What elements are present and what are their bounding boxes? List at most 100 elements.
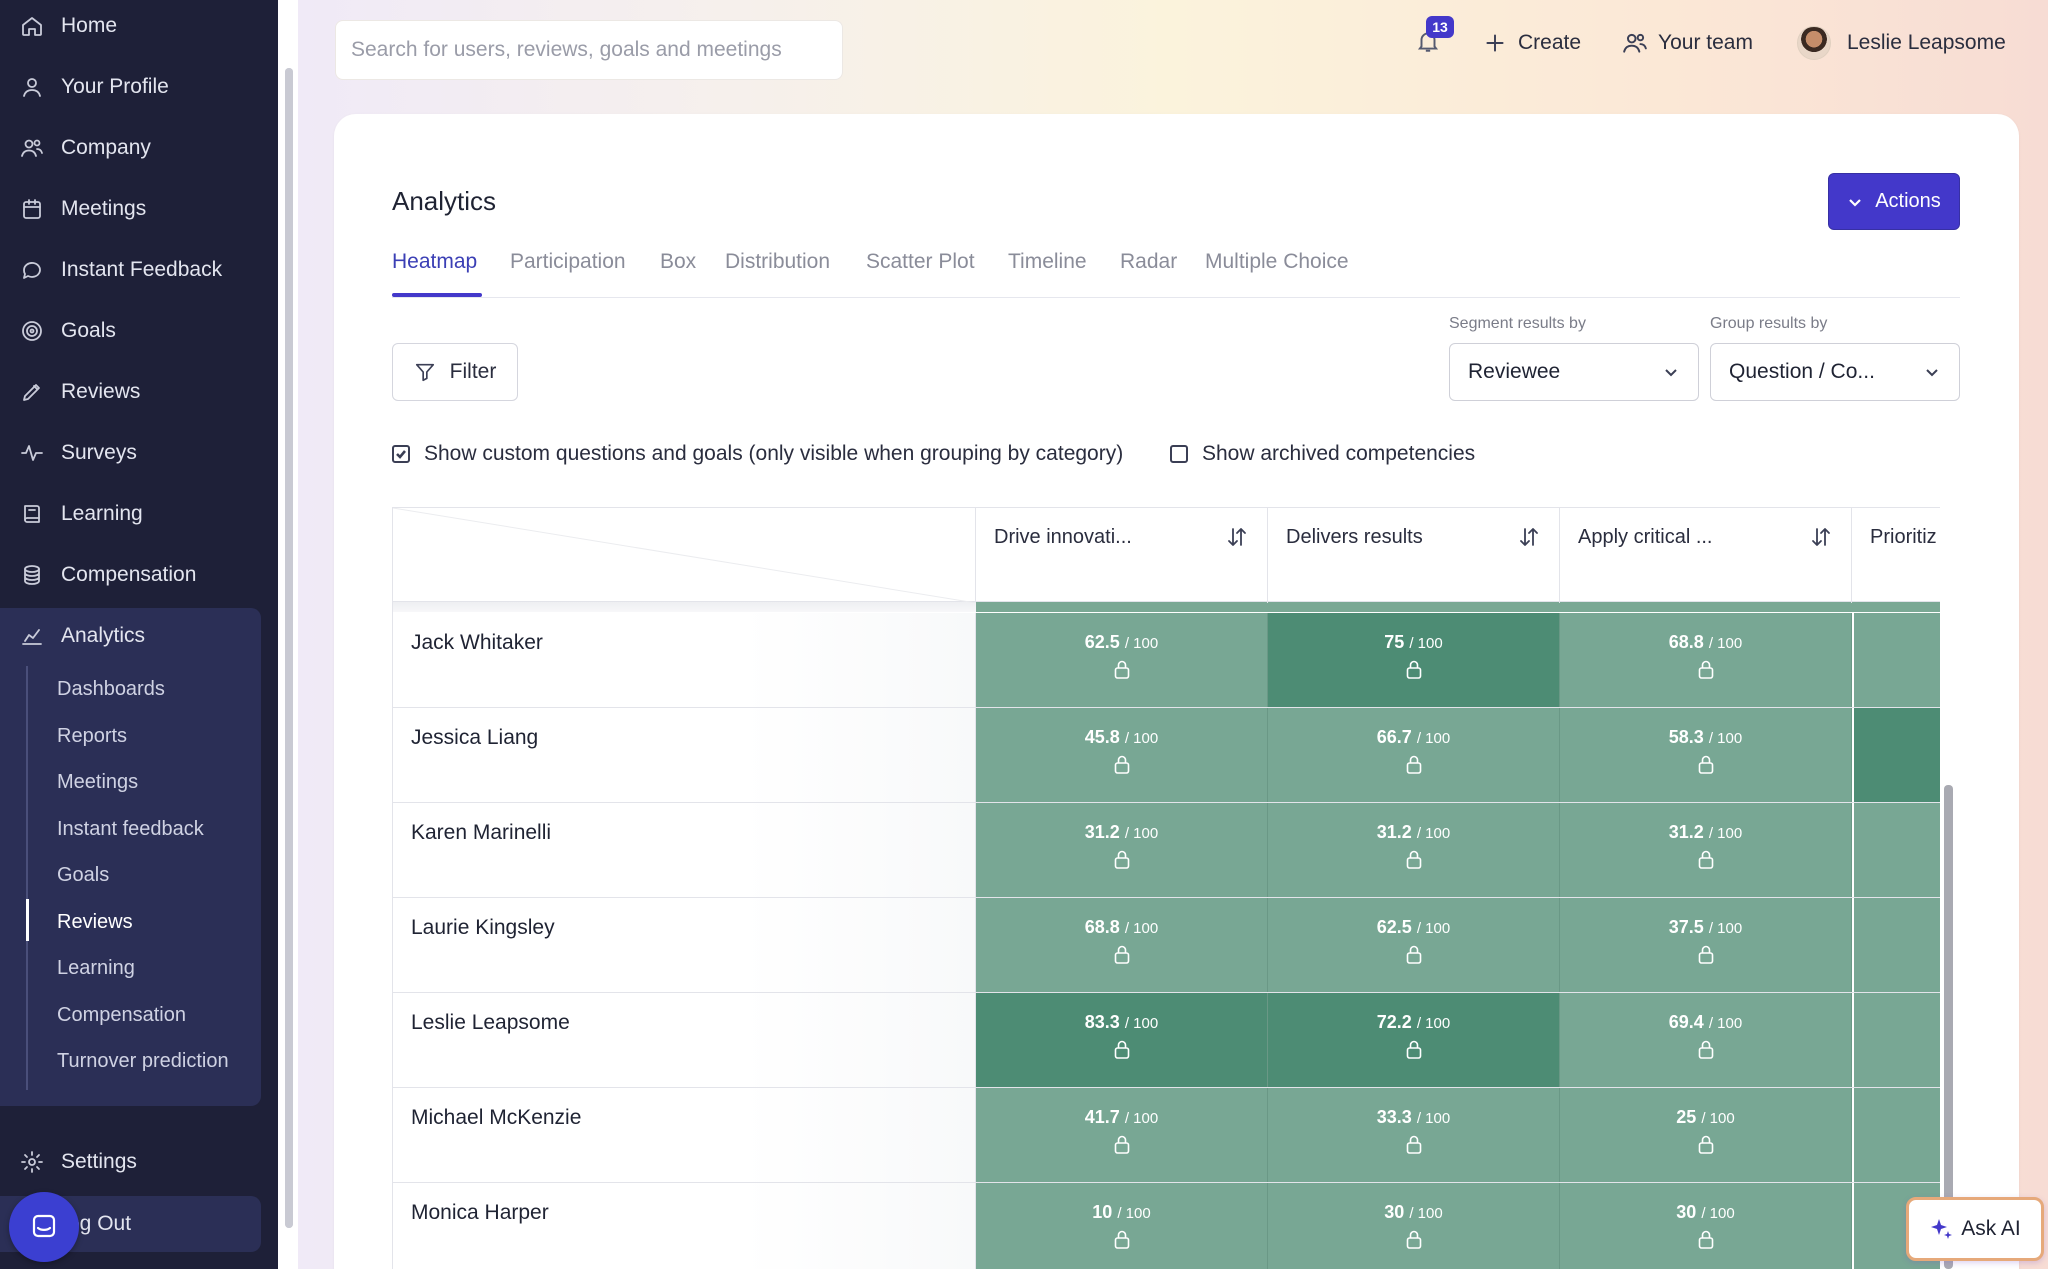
- column-header[interactable]: Apply critical ...: [1560, 508, 1852, 603]
- heatmap-cell-partial[interactable]: [1854, 993, 1940, 1087]
- submenu-item-instant-feedback[interactable]: Instant feedback: [57, 817, 204, 840]
- ask-ai-button[interactable]: Ask AI: [1906, 1197, 2044, 1261]
- heatmap-cell[interactable]: 75 / 100: [1268, 613, 1560, 707]
- score-max: / 100: [1708, 920, 1743, 937]
- heatmap-cell[interactable]: 69.4 / 100: [1560, 993, 1852, 1087]
- heatmap-cell[interactable]: 37.5 / 100: [1560, 898, 1852, 992]
- sidebar-item-goals[interactable]: Goals: [0, 303, 278, 359]
- sidebar-item-surveys[interactable]: Surveys: [0, 425, 278, 481]
- heatmap-cell[interactable]: 30 / 100: [1560, 1183, 1852, 1269]
- sidebar-item-company[interactable]: Company: [0, 120, 278, 176]
- submenu-item-turnover-prediction[interactable]: Turnover prediction: [57, 1049, 229, 1072]
- sidebar-item-home[interactable]: Home: [0, 0, 278, 54]
- heatmap-cell[interactable]: 10 / 100: [976, 1183, 1268, 1269]
- sidebar-item-instant-feedback[interactable]: Instant Feedback: [0, 242, 278, 298]
- column-header[interactable]: Prioritiz: [1852, 508, 1940, 603]
- your-team-button[interactable]: Your team: [1622, 26, 1753, 60]
- heatmap-cell-partial[interactable]: [1854, 1088, 1940, 1182]
- sidebar-item-reviews[interactable]: Reviews: [0, 364, 278, 420]
- group-select[interactable]: Question / Co...: [1710, 343, 1960, 401]
- submenu-item-learning[interactable]: Learning: [57, 956, 135, 979]
- heatmap-cell-partial[interactable]: [1854, 803, 1940, 897]
- sidebar-item-learning[interactable]: Learning: [0, 486, 278, 542]
- archived-competencies-checkbox-row[interactable]: Show archived competencies: [1170, 441, 1475, 467]
- heatmap-cell[interactable]: 41.7 / 100: [976, 1088, 1268, 1182]
- lock-icon: [1406, 1135, 1421, 1154]
- chevron-down-icon: [1926, 369, 1938, 377]
- heatmap-cell[interactable]: 45.8 / 100: [976, 708, 1268, 802]
- heatmap-cell-partial[interactable]: [1854, 708, 1940, 802]
- create-label: Create: [1518, 31, 1582, 54]
- score-value: 45.8 / 100: [976, 727, 1267, 748]
- heatmap-cell[interactable]: 62.5 / 100: [976, 613, 1268, 707]
- score-max: / 100: [1416, 825, 1451, 842]
- submenu-item-reviews[interactable]: Reviews: [57, 910, 133, 933]
- custom-questions-checkbox[interactable]: [392, 445, 410, 463]
- tab-timeline[interactable]: Timeline: [1008, 250, 1087, 273]
- score-value: 62.5 / 100: [976, 632, 1267, 653]
- sidebar-scrollbar[interactable]: [285, 68, 293, 1228]
- table-row: Leslie Leapsome 83.3 / 100 72.2 / 100 69.4 …: [393, 993, 1940, 1088]
- archived-competencies-checkbox[interactable]: [1170, 445, 1188, 463]
- chat-support-button[interactable]: [9, 1192, 79, 1262]
- submenu-item-meetings[interactable]: Meetings: [57, 770, 139, 793]
- heatmap-cell[interactable]: 25 / 100: [1560, 1088, 1852, 1182]
- heatmap-cell[interactable]: 62.5 / 100: [1268, 898, 1560, 992]
- score-max: / 100: [1416, 1015, 1451, 1032]
- tab-radar[interactable]: Radar: [1120, 250, 1178, 273]
- heatmap-cell[interactable]: 68.8 / 100: [1560, 613, 1852, 707]
- your-team-label: Your team: [1658, 31, 1753, 54]
- sort-icon[interactable]: [1809, 525, 1833, 549]
- heatmap-cell[interactable]: 83.3 / 100: [976, 993, 1268, 1087]
- lock-icon: [1698, 755, 1713, 774]
- heatmap-cell[interactable]: 66.7 / 100: [1268, 708, 1560, 802]
- sidebar-item-compensation[interactable]: Compensation: [0, 547, 278, 603]
- tab-box[interactable]: Box: [660, 250, 697, 273]
- score-max: / 100: [1409, 635, 1443, 652]
- heatmap-cell-partial[interactable]: [1854, 613, 1940, 707]
- sort-icon[interactable]: [1225, 525, 1249, 549]
- table-scrollbar[interactable]: [1944, 785, 1953, 1269]
- user-menu[interactable]: Leslie Leapsome: [1797, 26, 2006, 60]
- heatmap-cell[interactable]: 30 / 100: [1268, 1183, 1560, 1269]
- sidebar-item-analytics[interactable]: Analytics: [0, 608, 278, 664]
- heatmap-cell[interactable]: 58.3 / 100: [1560, 708, 1852, 802]
- heatmap-cell[interactable]: 31.2 / 100: [976, 803, 1268, 897]
- sort-icon[interactable]: [1517, 525, 1541, 549]
- column-header[interactable]: Drive innovati...: [976, 508, 1268, 603]
- heatmap-cell-partial[interactable]: [1854, 898, 1940, 992]
- reviewee-name: Jack Whitaker: [393, 613, 976, 707]
- tab-multiple-choice[interactable]: Multiple Choice: [1205, 250, 1349, 273]
- tab-distribution[interactable]: Distribution: [725, 250, 831, 273]
- sidebar-item-logout[interactable]: og Out: [0, 1196, 278, 1252]
- heatmap-cell[interactable]: 33.3 / 100: [1268, 1088, 1560, 1182]
- heatmap-cell[interactable]: 72.2 / 100: [1268, 993, 1560, 1087]
- tab-heatmap[interactable]: Heatmap: [392, 250, 478, 273]
- score-max: / 100: [1124, 1015, 1159, 1032]
- column-header[interactable]: Delivers results: [1268, 508, 1560, 603]
- sidebar-item-meetings[interactable]: Meetings: [0, 181, 278, 237]
- sidebar-item-your-profile[interactable]: Your Profile: [0, 59, 278, 115]
- tab-participation[interactable]: Participation: [510, 250, 626, 273]
- custom-questions-checkbox-row[interactable]: Show custom questions and goals (only vi…: [392, 441, 1123, 467]
- sidebar-item-settings[interactable]: Settings: [0, 1134, 278, 1190]
- heatmap-cell[interactable]: 68.8 / 100: [976, 898, 1268, 992]
- segment-select[interactable]: Reviewee: [1449, 343, 1699, 401]
- heatmap-cell[interactable]: 31.2 / 100: [1560, 803, 1852, 897]
- submenu-item-compensation[interactable]: Compensation: [57, 1003, 186, 1026]
- create-button[interactable]: Create: [1482, 26, 1581, 60]
- search-input[interactable]: [335, 20, 843, 80]
- score-number: 68.8: [1668, 632, 1704, 652]
- actions-button[interactable]: Actions: [1828, 173, 1960, 230]
- submenu-item-dashboards[interactable]: Dashboards: [57, 677, 165, 700]
- score-value: 69.4 / 100: [1560, 1012, 1851, 1033]
- tab-scatter-plot[interactable]: Scatter Plot: [866, 250, 975, 273]
- heatmap-cell[interactable]: 31.2 / 100: [1268, 803, 1560, 897]
- score-number: 41.7: [1084, 1107, 1120, 1127]
- score-value: 30 / 100: [1268, 1202, 1559, 1223]
- chevron-down-icon: [1665, 369, 1677, 377]
- score-max: / 100: [1124, 730, 1159, 747]
- submenu-item-goals[interactable]: Goals: [57, 863, 110, 886]
- submenu-item-reports[interactable]: Reports: [57, 724, 128, 747]
- filter-button[interactable]: Filter: [392, 343, 518, 401]
